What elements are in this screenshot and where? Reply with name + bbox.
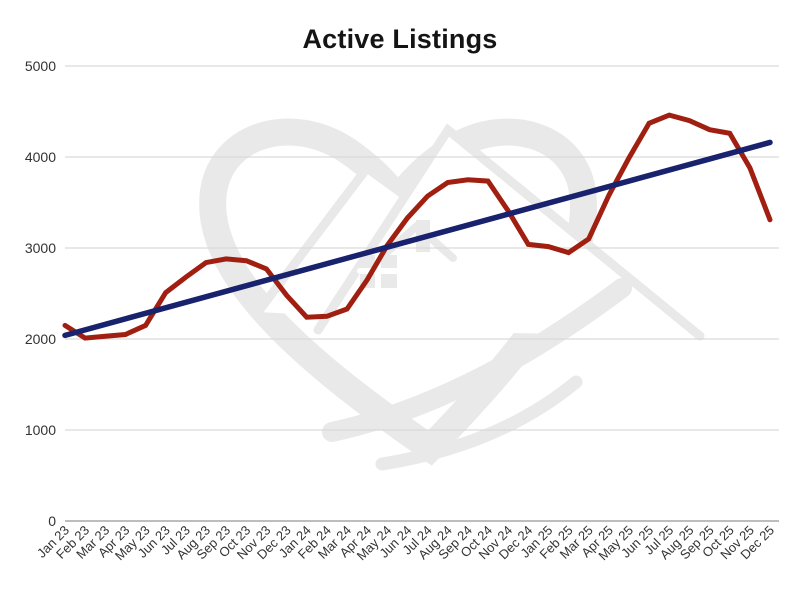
swoosh-large	[322, 278, 632, 442]
trend-line	[62, 139, 773, 339]
y-tick-label: 3000	[25, 240, 56, 256]
chart-title: Active Listings	[302, 24, 498, 54]
series-lines	[62, 112, 773, 341]
y-tick-label: 4000	[25, 149, 56, 165]
y-tick-label: 1000	[25, 422, 56, 438]
y-axis-labels: 0 1000 2000 3000 4000 5000	[25, 58, 56, 529]
heart-house-watermark-logo	[199, 118, 705, 471]
active-listings-line	[62, 112, 773, 341]
gridlines	[65, 65, 779, 522]
swoosh-small	[375, 375, 583, 471]
y-tick-label: 2000	[25, 331, 56, 347]
y-tick-label: 5000	[25, 58, 56, 74]
y-tick-label: 0	[48, 513, 56, 529]
